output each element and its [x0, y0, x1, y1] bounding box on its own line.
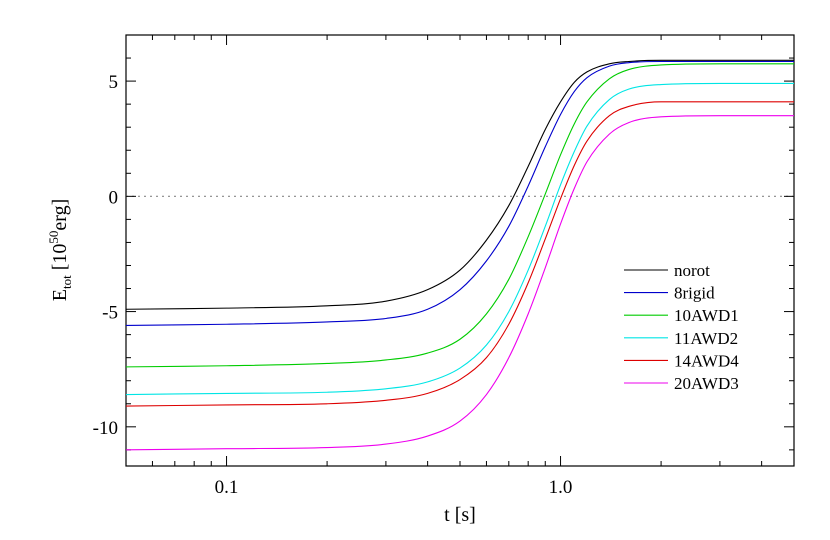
y-axis-label-superscript: 50 — [46, 231, 61, 244]
y-tick-label: 5 — [109, 72, 119, 93]
y-tick-label: 0 — [109, 187, 119, 208]
series-line-norot — [125, 59, 794, 310]
series-lines — [125, 59, 794, 451]
y-tick-label: -5 — [102, 303, 118, 324]
series-line-11awd2 — [125, 82, 794, 396]
y-tick-label: -10 — [93, 418, 118, 439]
series-line-8rigid — [125, 60, 794, 326]
legend-label-11awd2: 11AWD2 — [674, 329, 738, 348]
legend-label-8rigid: 8rigid — [674, 284, 715, 303]
x-tick-label: 0.1 — [215, 477, 239, 498]
y-axis-label-base: E — [49, 289, 71, 301]
y-axis-label-open: [10 — [49, 244, 71, 276]
y-axis-ticks: 5 0 -5 -10 — [93, 57, 794, 451]
x-tick-label: 1.0 — [549, 477, 573, 498]
plot-frame — [125, 34, 795, 467]
x-axis-label: t [s] — [444, 504, 476, 526]
y-axis-label-subscript: tot — [59, 275, 74, 289]
legend: norot 8rigid 10AWD1 11AWD2 14AWD4 20AWD3 — [624, 261, 739, 393]
legend-label-14awd4: 14AWD4 — [674, 351, 739, 370]
x-axis-ticks: 0.1 1.0 — [125, 35, 795, 498]
series-line-14awd4 — [125, 101, 794, 407]
y-axis-label: Etot [1050erg] — [46, 199, 74, 301]
y-axis-label-close: erg] — [49, 199, 71, 231]
series-line-10awd1 — [125, 63, 794, 368]
series-line-20awd3 — [125, 115, 794, 451]
legend-label-10awd1: 10AWD1 — [674, 306, 739, 325]
legend-label-norot: norot — [674, 261, 710, 280]
legend-label-20awd3: 20AWD3 — [674, 374, 739, 393]
